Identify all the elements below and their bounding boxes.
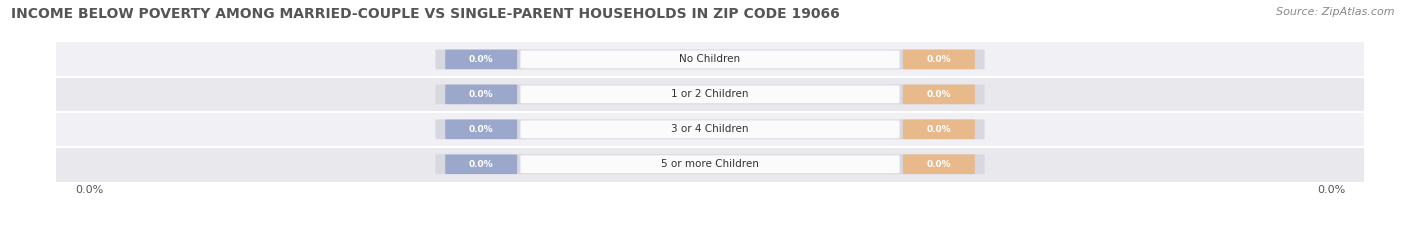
Bar [56,112,1364,147]
FancyBboxPatch shape [903,154,974,174]
Legend: Married Couples, Single Parents: Married Couples, Single Parents [586,230,834,233]
FancyBboxPatch shape [446,154,517,174]
Text: Source: ZipAtlas.com: Source: ZipAtlas.com [1277,7,1395,17]
FancyBboxPatch shape [446,85,517,104]
Text: 0.0%: 0.0% [468,160,494,169]
Bar [56,147,1364,182]
Bar [56,77,1364,112]
FancyBboxPatch shape [436,119,984,139]
Text: 0.0%: 0.0% [927,90,952,99]
FancyBboxPatch shape [520,120,900,138]
Text: 0.0%: 0.0% [468,90,494,99]
Text: 0.0%: 0.0% [927,55,952,64]
Text: 1 or 2 Children: 1 or 2 Children [671,89,749,99]
FancyBboxPatch shape [446,120,517,139]
Text: 0.0%: 0.0% [927,125,952,134]
FancyBboxPatch shape [520,51,900,68]
FancyBboxPatch shape [520,155,900,173]
FancyBboxPatch shape [436,154,984,174]
FancyBboxPatch shape [436,49,984,69]
Text: No Children: No Children [679,55,741,64]
Text: 5 or more Children: 5 or more Children [661,159,759,169]
FancyBboxPatch shape [903,50,974,69]
FancyBboxPatch shape [903,85,974,104]
Text: 0.0%: 0.0% [468,55,494,64]
FancyBboxPatch shape [903,120,974,139]
Bar [56,42,1364,77]
Text: 3 or 4 Children: 3 or 4 Children [671,124,749,134]
FancyBboxPatch shape [520,86,900,103]
FancyBboxPatch shape [446,50,517,69]
FancyBboxPatch shape [436,84,984,104]
Text: 0.0%: 0.0% [927,160,952,169]
Text: 0.0%: 0.0% [468,125,494,134]
Text: INCOME BELOW POVERTY AMONG MARRIED-COUPLE VS SINGLE-PARENT HOUSEHOLDS IN ZIP COD: INCOME BELOW POVERTY AMONG MARRIED-COUPL… [11,7,839,21]
